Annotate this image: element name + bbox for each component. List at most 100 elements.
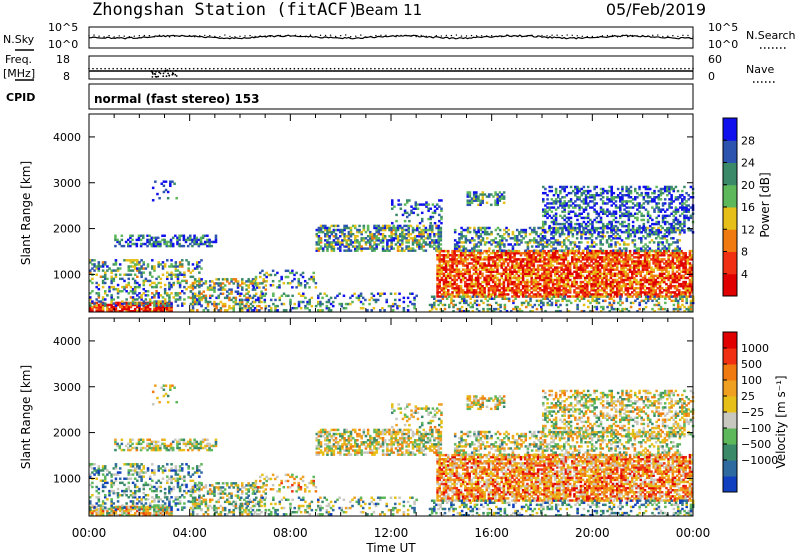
nave-point [463, 68, 465, 70]
power-cell [367, 225, 370, 227]
beam-label: Beam 11 [355, 1, 422, 19]
power-cell [104, 298, 107, 300]
power-cell [272, 270, 275, 272]
power-cell [397, 199, 400, 201]
date-label: 05/Feb/2019 [606, 0, 706, 19]
noise-search-point [134, 35, 135, 36]
power-cell [130, 274, 133, 276]
power-cell [151, 259, 154, 261]
nave-point [604, 68, 606, 70]
power-cell [270, 307, 273, 309]
nave-point [648, 68, 650, 70]
power-cell [206, 235, 209, 237]
power-cell [145, 298, 148, 300]
power-cell [187, 286, 190, 288]
power-cell [293, 303, 296, 305]
freq-bottom: 8 [63, 70, 70, 83]
power-cell [192, 276, 195, 278]
power-cell [187, 267, 190, 269]
nave-point [96, 68, 98, 70]
noise-search-point [249, 35, 250, 36]
nave-point [676, 68, 678, 70]
power-cell [492, 249, 495, 251]
noise-search-point [551, 34, 552, 35]
noise-search-point [426, 36, 427, 37]
power-cell [255, 276, 258, 278]
power-cell [104, 282, 107, 284]
noise-search-point [320, 35, 321, 36]
power-cell [393, 205, 396, 207]
power-cell [205, 295, 208, 297]
nave-point [608, 68, 610, 70]
nave-point [668, 68, 670, 70]
power-cell [602, 306, 605, 308]
power-cell [499, 304, 502, 306]
noise-search-point [415, 36, 416, 37]
nave-point [137, 68, 139, 70]
power-cell [164, 288, 167, 290]
power-cell [604, 235, 607, 237]
power-cell [226, 278, 229, 280]
nave-point [475, 68, 477, 70]
power-cell [183, 245, 186, 247]
noise-search-point [466, 35, 467, 36]
power-cell [587, 306, 590, 308]
nave-point [193, 68, 195, 70]
nave-point [185, 68, 187, 70]
power-cell [264, 295, 267, 297]
noise-search-point [436, 35, 437, 36]
power-cell [480, 249, 483, 251]
noise-search-point [390, 35, 391, 36]
power-cell [131, 235, 134, 237]
freq-label: Freq. [5, 53, 32, 66]
power-cell [237, 280, 240, 282]
noise-search-point [370, 36, 371, 37]
power-cell [486, 237, 489, 239]
power-cell [596, 306, 599, 308]
power-cell [106, 294, 109, 296]
noise-search-point [385, 35, 386, 36]
noise-search-point [506, 34, 507, 35]
power-cell [447, 289, 450, 291]
power-cell [461, 306, 464, 308]
power-cell [95, 304, 98, 306]
noise-search-point [516, 35, 517, 36]
power-cell [147, 294, 150, 296]
noise-search-point [340, 35, 341, 36]
power-cell [283, 282, 286, 284]
power-cell [398, 305, 401, 307]
power-cell [224, 303, 227, 305]
power-cell [104, 261, 107, 263]
nave-point [302, 68, 304, 70]
power-heatmap [89, 180, 694, 312]
power-cell [385, 299, 388, 301]
power-cell [115, 304, 118, 306]
power-cell [395, 214, 398, 216]
power-cell [119, 267, 122, 269]
freq-unit: [MHz] [3, 67, 35, 80]
noise-search-point [536, 36, 537, 37]
power-cell [638, 296, 641, 298]
noise-search-point [179, 36, 180, 37]
power-cell [391, 199, 394, 201]
power-cell [360, 293, 363, 295]
nave-point [483, 68, 485, 70]
power-cell [507, 233, 510, 235]
power-cell [551, 302, 554, 304]
noise-search-point [124, 36, 125, 37]
nave-point [471, 68, 473, 70]
power-cell [302, 301, 305, 303]
nave-point [660, 68, 662, 70]
nave-point [165, 68, 167, 70]
nave-point [141, 68, 143, 70]
nave-point [430, 68, 432, 70]
power-cell [629, 250, 632, 252]
nave-point [116, 68, 118, 70]
power-cell [432, 216, 435, 218]
power-cell [507, 293, 510, 295]
power-cell [134, 302, 137, 304]
power-cell [454, 304, 457, 306]
nave-point [523, 68, 525, 70]
power-cell [473, 227, 476, 229]
nave-point [175, 70, 177, 72]
